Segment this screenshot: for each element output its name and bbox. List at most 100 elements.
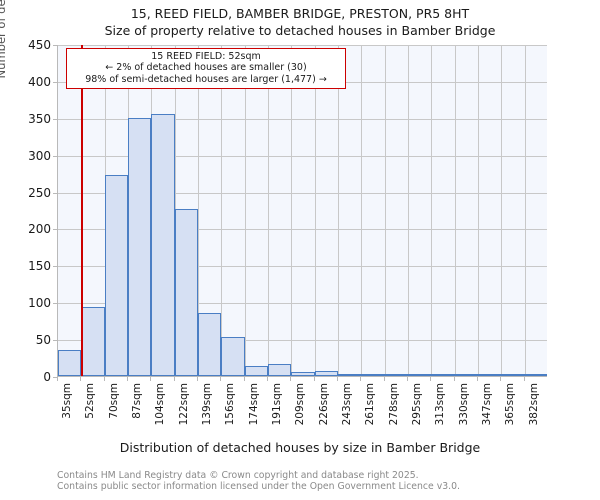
histogram-bar [431, 374, 455, 376]
annotation-line-2: ← 2% of detached houses are smaller (30) [105, 62, 307, 74]
gridline-horizontal [58, 340, 547, 342]
x-axis-title: Distribution of detached houses by size … [119, 440, 481, 455]
x-tick-label: 243sqm [341, 383, 353, 426]
footer-line-2: Contains public sector information licen… [57, 481, 460, 492]
histogram-bar [408, 374, 432, 376]
annotation-box: 15 REED FIELD: 52sqm ← 2% of detached ho… [66, 48, 346, 89]
x-tick-label: 261sqm [364, 383, 377, 426]
x-tick-mark [453, 377, 455, 381]
gridline-vertical [314, 45, 316, 376]
x-tick-mark [80, 377, 82, 381]
x-tick-mark [383, 377, 385, 381]
x-tick-mark [313, 377, 315, 381]
y-tick-mark [53, 266, 57, 268]
x-tick-label: 156sqm [224, 383, 237, 426]
gridline-vertical [501, 45, 503, 376]
x-tick-mark [523, 377, 525, 381]
histogram-bar [501, 374, 525, 376]
x-tick-mark [173, 377, 175, 381]
x-tick-mark [127, 377, 128, 381]
histogram-bar [384, 374, 408, 376]
y-tick-label: 0 [43, 370, 51, 384]
y-tick-mark [53, 192, 57, 194]
histogram-bar [314, 370, 338, 376]
x-tick-mark [150, 377, 152, 381]
x-tick-label: 52sqm [84, 383, 97, 419]
gridline-horizontal [58, 45, 547, 46]
histogram-bar [454, 374, 478, 376]
x-tick-mark [500, 377, 502, 381]
y-tick-mark [53, 45, 57, 46]
x-tick-label: 295sqm [411, 383, 423, 426]
gridline-vertical [244, 45, 246, 376]
annotation-line-3: 98% of semi-detached houses are larger (… [85, 73, 327, 85]
gridline-vertical [524, 45, 526, 376]
x-tick-label: 174sqm [247, 383, 260, 426]
plot-area [57, 45, 547, 377]
y-tick-mark [53, 377, 57, 378]
y-tick-mark [53, 81, 57, 83]
gridline-vertical [408, 45, 409, 376]
histogram-bar [361, 374, 385, 376]
plot-inner [58, 45, 547, 376]
gridline-horizontal [58, 303, 547, 305]
x-tick-mark [220, 377, 222, 381]
y-tick-label: 400 [28, 74, 51, 89]
histogram-bar [174, 209, 198, 376]
y-tick-mark [53, 229, 57, 231]
chart-title-block: 15, REED FIELD, BAMBER BRIDGE, PRESTON, … [0, 0, 600, 39]
chart-subtitle: Size of property relative to detached ho… [104, 23, 496, 38]
y-tick-label: 100 [28, 296, 51, 311]
histogram-bar [104, 175, 128, 376]
y-tick-mark [53, 340, 57, 342]
x-tick-label: 104sqm [154, 383, 167, 426]
y-tick-mark [53, 118, 57, 120]
gridline-horizontal [58, 155, 547, 157]
y-tick-label: 450 [28, 38, 51, 52]
gridline-horizontal [58, 229, 547, 231]
x-tick-mark [430, 377, 432, 381]
chart-title: 15, REED FIELD, BAMBER BRIDGE, PRESTON, … [130, 6, 470, 21]
annotation-line-1: 15 REED FIELD: 52sqm [151, 51, 261, 62]
histogram-bar [198, 312, 222, 376]
gridline-horizontal [58, 266, 547, 268]
y-tick-label: 150 [28, 259, 51, 274]
histogram-bar [338, 374, 362, 376]
attribution-footer: Contains HM Land Registry data © Crown c… [57, 470, 597, 492]
x-tick-label: 35sqm [61, 383, 73, 419]
x-tick-label: 313sqm [434, 383, 447, 426]
x-tick-mark [267, 377, 268, 381]
histogram-bar [151, 114, 175, 376]
x-tick-label: 365sqm [504, 383, 517, 426]
gridline-vertical [431, 45, 433, 376]
gridline-vertical [268, 45, 269, 376]
histogram-bar [58, 350, 82, 376]
histogram-bars [58, 45, 547, 376]
gridline-vertical [478, 45, 479, 376]
y-tick-label: 300 [28, 148, 51, 163]
gridline-vertical [384, 45, 386, 376]
x-tick-label: 347sqm [481, 383, 493, 426]
x-tick-mark [290, 377, 292, 381]
gridline-vertical [361, 45, 363, 376]
x-tick-mark [57, 377, 58, 381]
y-tick-label: 350 [28, 111, 51, 126]
x-tick-label: 226sqm [317, 383, 330, 426]
histogram-bar [478, 374, 502, 376]
histogram-bar [524, 374, 547, 376]
y-tick-label: 250 [28, 185, 51, 200]
histogram-bar [244, 366, 268, 376]
y-tick-mark [53, 303, 57, 305]
gridline-vertical [291, 45, 293, 376]
histogram-bar [128, 117, 152, 376]
gridline-vertical [221, 45, 223, 376]
y-tick-mark [53, 155, 57, 157]
gridline-vertical [338, 45, 339, 376]
histogram-bar [291, 371, 315, 376]
x-tick-mark [197, 377, 198, 381]
y-axis-title: Number of detached properties [0, 0, 8, 118]
x-tick-label: 87sqm [131, 383, 143, 419]
gridline-horizontal [58, 118, 547, 120]
gridline-vertical [198, 45, 199, 376]
x-tick-label: 209sqm [294, 383, 307, 426]
